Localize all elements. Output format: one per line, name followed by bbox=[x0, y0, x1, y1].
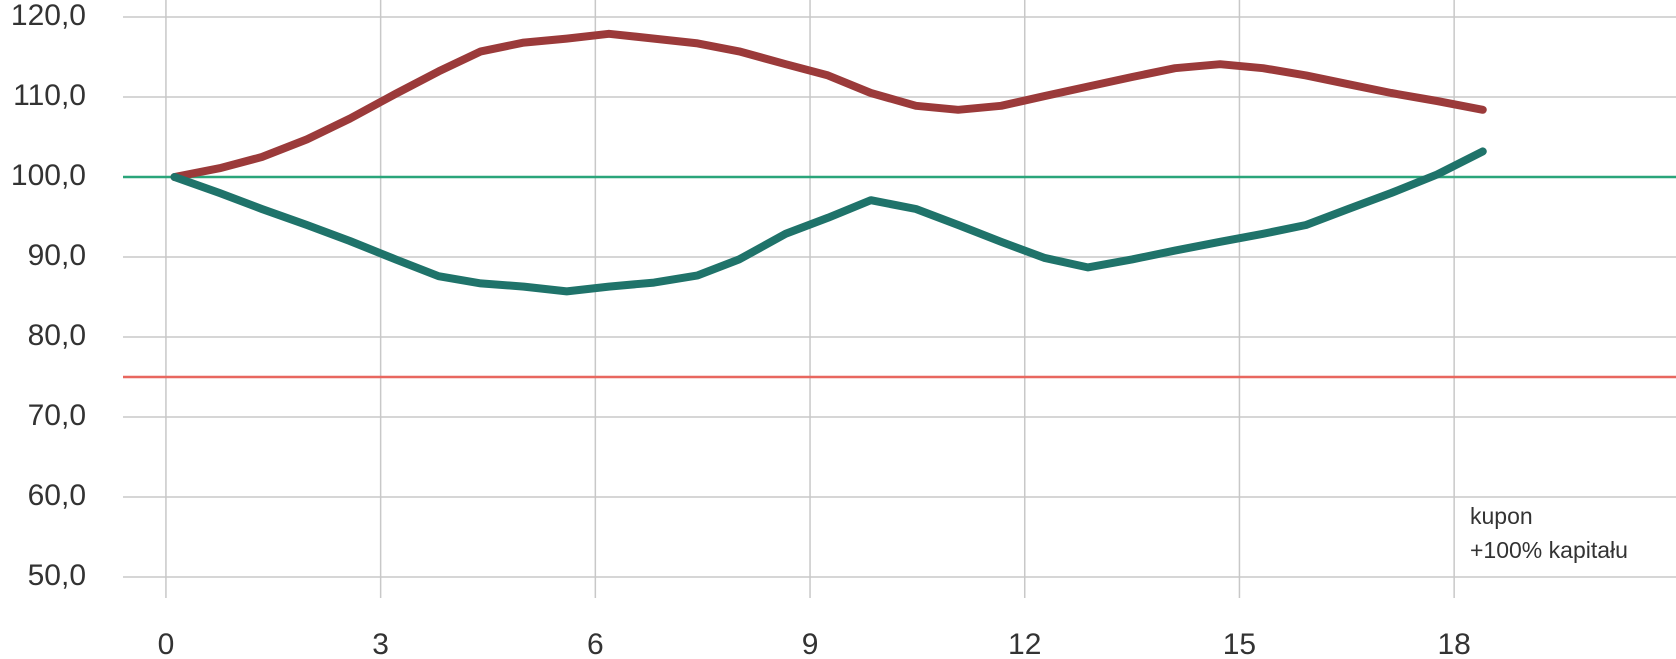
series-line bbox=[170, 29, 1487, 181]
y-tick-label: 50,0 bbox=[28, 559, 86, 592]
y-tick-label: 70,0 bbox=[28, 399, 86, 432]
annotation: kupon bbox=[1470, 503, 1533, 529]
x-tick-label: 6 bbox=[587, 628, 604, 659]
y-tick-label: 100,0 bbox=[11, 159, 86, 192]
x-tick-label: 12 bbox=[1008, 628, 1041, 659]
x-tick-label: 9 bbox=[802, 628, 819, 659]
x-tick-label: 15 bbox=[1223, 628, 1256, 659]
y-tick-label: 110,0 bbox=[13, 79, 86, 112]
annotation: +100% kapitału bbox=[1470, 537, 1628, 563]
x-tick-label: 18 bbox=[1437, 628, 1470, 659]
x-tick-label: 3 bbox=[372, 628, 389, 659]
y-tick-label: 120,0 bbox=[11, 0, 86, 32]
y-tick-label: 60,0 bbox=[28, 479, 86, 512]
y-tick-label: 90,0 bbox=[28, 239, 86, 272]
y-tick-label: 80,0 bbox=[28, 319, 86, 352]
x-tick-label: 0 bbox=[158, 628, 175, 659]
series-line bbox=[170, 147, 1487, 296]
